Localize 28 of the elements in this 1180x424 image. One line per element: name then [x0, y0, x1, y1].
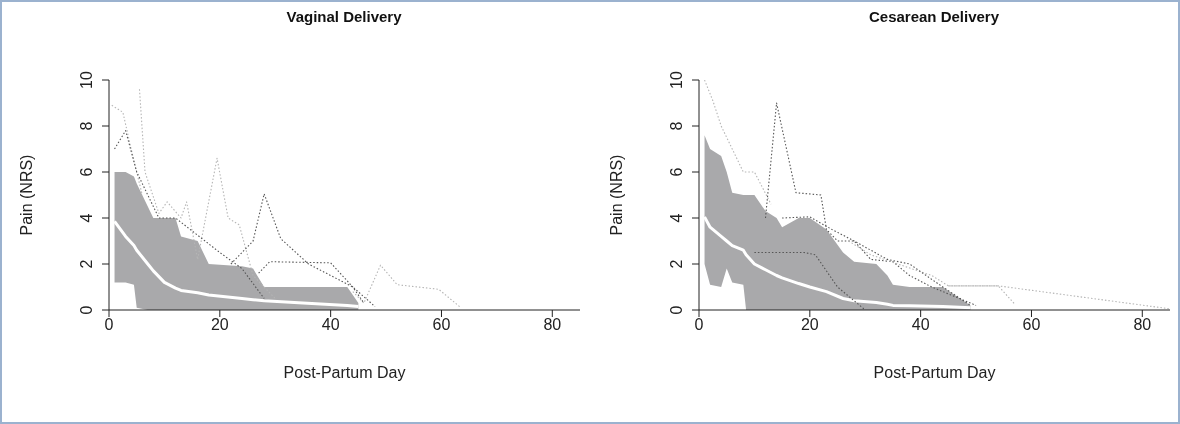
x-tick-label: 40 [321, 316, 340, 334]
x-tick-label: 60 [1022, 316, 1041, 334]
y-tick-label: 0 [78, 305, 95, 315]
y-tick-label: 2 [78, 259, 95, 269]
x-tick-label: 0 [104, 316, 114, 334]
x-tick-label: 40 [911, 316, 930, 334]
x-axis-title: Post-Partum Day [873, 364, 996, 381]
y-tick-label: 10 [668, 71, 685, 89]
x-tick-label: 20 [800, 316, 819, 334]
y-tick-label: 6 [78, 167, 95, 177]
y-tick-label: 8 [78, 121, 95, 131]
x-tick-label: 0 [694, 316, 704, 334]
x-tick-label: 80 [543, 316, 562, 334]
y-tick-label: 10 [78, 71, 95, 89]
y-tick-label: 6 [668, 167, 685, 177]
y-tick-label: 4 [668, 213, 685, 223]
y-axis-title: Pain (NRS) [17, 154, 35, 236]
y-tick-label: 0 [668, 305, 685, 315]
x-tick-label: 60 [432, 316, 451, 334]
y-tick-label: 8 [668, 121, 685, 131]
y-tick-label: 2 [668, 259, 685, 269]
x-tick-label: 80 [1133, 316, 1152, 334]
chart-title: Vaginal Delivery [285, 8, 403, 25]
chart-title: Cesarean Delivery [867, 8, 1001, 25]
x-tick-label: 20 [210, 316, 229, 334]
y-tick-label: 4 [78, 213, 95, 223]
x-axis-title: Post-Partum Day [283, 364, 406, 381]
y-axis-title: Pain (NRS) [607, 154, 625, 236]
